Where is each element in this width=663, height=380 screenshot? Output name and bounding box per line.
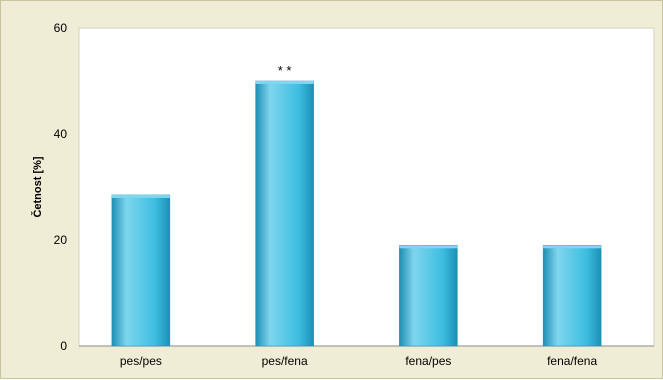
- bar-top-highlight: [255, 81, 314, 84]
- y-tick-label: 20: [54, 233, 68, 247]
- bar-top-highlight: [399, 245, 458, 249]
- y-axis-ticks: 0 20 40 60: [54, 21, 68, 353]
- y-tick-label: 40: [54, 127, 68, 141]
- x-tick-label: fena/fena: [547, 354, 597, 368]
- significance-annotation: * *: [278, 63, 292, 78]
- x-axis-tick-labels: pes/pes pes/fena fena/pes fena/fena: [120, 354, 598, 368]
- y-tick-label: 60: [54, 21, 68, 35]
- y-axis-label: Četnost [%]: [31, 156, 44, 217]
- x-tick-label: fena/pes: [405, 354, 451, 368]
- bar: [111, 194, 171, 347]
- y-tick-label: 0: [60, 339, 67, 353]
- bar: [542, 245, 602, 347]
- bar: [255, 80, 314, 347]
- x-tick-label: pes/fena: [262, 354, 308, 368]
- bar: [399, 245, 458, 347]
- bar-top-highlight: [543, 245, 602, 249]
- bars: [111, 80, 602, 347]
- x-tick-label: pes/pes: [120, 354, 162, 368]
- bar-top-highlight: [111, 194, 170, 198]
- annotations: * *: [278, 63, 292, 78]
